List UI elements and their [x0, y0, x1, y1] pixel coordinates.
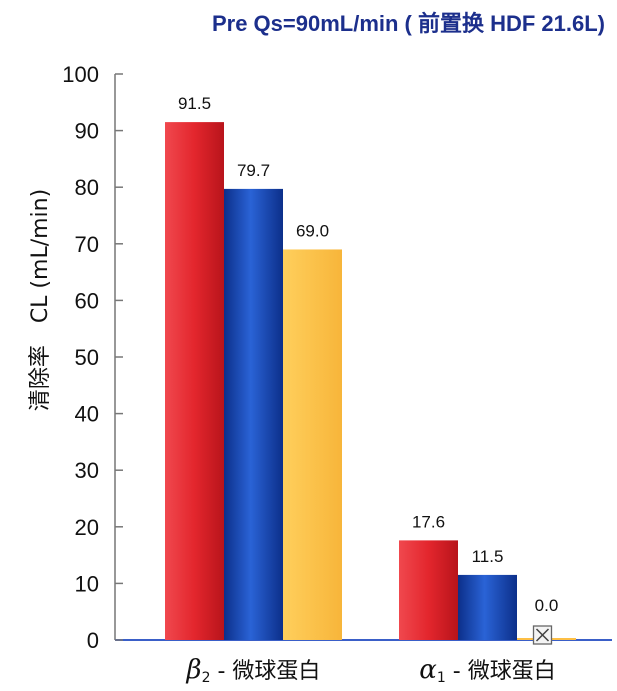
labels: 91.5 17.6 79.7 11.5 69.0 0.0 β2 - 微球蛋白 α1 - 微球蛋… [178, 94, 558, 686]
y-tick-label: 80 [75, 175, 99, 200]
category-label: β2 - 微球蛋白 [186, 655, 321, 686]
axes: 0 10 20 30 40 50 60 70 80 90 100 [62, 62, 612, 653]
bars [165, 122, 576, 645]
data-label: 69.0 [296, 221, 329, 240]
y-tick-label: 70 [75, 232, 99, 257]
y-tick-label: 60 [75, 288, 99, 313]
zero-marker-cross [535, 628, 550, 642]
category-label: α1 - 微球蛋白 [419, 655, 555, 686]
y-tick-label: 10 [75, 571, 99, 596]
y-tick-label: 100 [62, 62, 99, 87]
chart-title: Pre Qs=90mL/min ( 前置换 HDF 21.6L) [211, 11, 605, 36]
data-label: 91.5 [178, 94, 211, 113]
data-label: 11.5 [472, 547, 504, 566]
data-label: 17.6 [412, 512, 445, 531]
y-tick-label: 20 [75, 515, 99, 540]
y-tick-label: 40 [75, 402, 99, 427]
y-tick-label: 50 [75, 345, 99, 370]
bar [399, 540, 458, 640]
bar [224, 188, 283, 640]
data-label: 79.7 [237, 161, 270, 180]
y-tick-label: 0 [87, 628, 99, 653]
y-tick-label: 90 [75, 119, 99, 144]
bar [165, 122, 224, 641]
y-tick-label: 30 [75, 458, 99, 483]
data-label: 0.0 [535, 596, 559, 615]
bar [283, 249, 342, 640]
bar [458, 574, 517, 640]
